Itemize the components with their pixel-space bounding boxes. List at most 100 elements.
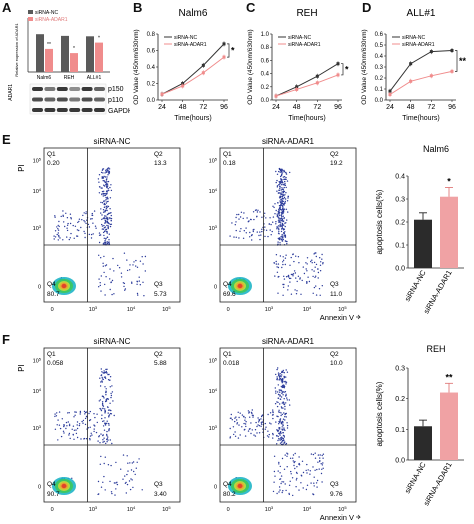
flow-dot <box>137 294 139 296</box>
flow-dot <box>280 482 282 485</box>
flow-dot <box>278 230 280 232</box>
flow-q1-value: 0.18 <box>223 160 236 167</box>
line-series <box>275 63 339 97</box>
flow-dot <box>276 434 278 437</box>
flow-dot <box>70 218 72 220</box>
flow-dot <box>243 230 245 232</box>
flow-dot <box>105 199 107 201</box>
flow-dot <box>57 229 60 231</box>
flow-dot <box>103 397 105 399</box>
flow-dot <box>93 413 95 415</box>
flow-dot <box>130 478 132 480</box>
flow-xtick-label: 0 <box>227 307 230 313</box>
flow-dot <box>285 383 287 385</box>
flow-q2-label: Q2 <box>154 351 163 358</box>
flow-dot <box>129 264 131 266</box>
flow-dot <box>234 431 236 433</box>
flow-dot <box>306 257 309 259</box>
flow-dot <box>278 181 280 183</box>
flow-title: siRNA-NC <box>94 137 131 146</box>
flow-dot <box>132 486 134 489</box>
flow-dot <box>315 482 318 484</box>
flow-dot <box>101 417 103 420</box>
flow-dot <box>131 479 133 481</box>
flow-dot <box>319 264 322 266</box>
flow-dot <box>78 229 80 232</box>
flow-dot <box>53 235 55 237</box>
flow-dot <box>281 218 283 221</box>
bar-chart-reh: REH apoptosis cells(%) 0.0 0.1 0.2 0.3 siRNA-N… <box>375 344 464 507</box>
flow-dot <box>106 224 108 227</box>
flow-dot <box>256 432 258 434</box>
flow-dot <box>281 374 283 376</box>
flow-dot <box>84 232 86 235</box>
flow-dot <box>298 463 300 465</box>
flow-dot <box>272 216 275 218</box>
flow-dot <box>234 435 237 437</box>
flow-dot <box>322 263 324 265</box>
flow-dot <box>102 228 105 230</box>
flow-density-contour <box>61 483 67 489</box>
flow-dot <box>310 453 313 455</box>
flow-hotspot <box>228 277 252 295</box>
flow-dot <box>265 217 267 219</box>
flow-ytick-label: 105 <box>209 156 218 164</box>
flow-dot <box>85 222 87 225</box>
flow-dot <box>68 434 70 436</box>
panel-a-svg: Relative expression of ADAR1 siRNA-NC si… <box>8 10 133 115</box>
line-sig-bracket <box>227 43 230 58</box>
line-point <box>315 74 319 78</box>
flow-dot <box>280 204 282 206</box>
flow-dot <box>84 423 87 426</box>
blot-band <box>81 108 93 112</box>
flow-dot <box>280 376 282 378</box>
flow-dot <box>293 270 296 272</box>
flow-dot <box>261 216 263 218</box>
flow-dot <box>105 196 107 199</box>
flow-dot <box>244 419 246 421</box>
flow-dot <box>109 409 111 411</box>
flow-dot <box>108 424 110 426</box>
flow-dot <box>280 432 282 434</box>
flow-dot <box>282 204 285 206</box>
line-point <box>295 87 299 91</box>
flow-dot <box>229 417 232 419</box>
line-ytick-label: 0.2 <box>375 76 384 82</box>
flow-dot <box>245 227 247 229</box>
flow-dot <box>131 281 133 283</box>
flow-dot <box>73 416 75 418</box>
flow-plot-e-nc: siRNA-NC Q1 0.20 Q2 13.3 Q3 5.73 Q4 80.7 105 104 10… <box>18 137 181 313</box>
flow-ytick-label: 104 <box>209 387 218 395</box>
flow-dot <box>124 475 126 477</box>
flow-dot <box>284 419 286 421</box>
flow-dot <box>285 178 287 181</box>
flow-dot <box>287 285 289 287</box>
flow-dot <box>243 212 245 214</box>
flow-dot <box>299 278 301 280</box>
flow-dot <box>105 370 108 373</box>
flow-dot <box>280 396 283 398</box>
flow-ytick-label: 103 <box>33 424 42 432</box>
flow-dot <box>281 173 283 175</box>
flow-dot <box>306 463 308 466</box>
flow-dot <box>98 234 101 236</box>
flow-dot <box>78 220 80 223</box>
flow-dot <box>103 184 105 186</box>
line-xtick-label: 24 <box>158 104 166 111</box>
flow-dot <box>123 285 125 288</box>
flow-dot <box>112 257 114 260</box>
flow-dot <box>101 401 104 403</box>
flow-dot <box>293 461 295 464</box>
flow-dot <box>71 477 73 479</box>
blot-label-p150: p150 <box>108 86 124 93</box>
flow-dot <box>75 411 77 413</box>
flow-dot <box>279 391 281 393</box>
flow-ytick-label: 105 <box>209 356 218 364</box>
flow-xtick-label: 104 <box>303 305 312 313</box>
flow-dot <box>294 272 297 274</box>
flow-dot <box>103 217 105 219</box>
flow-dot <box>56 412 58 414</box>
flow-dot <box>105 208 108 210</box>
flow-dot <box>279 394 281 396</box>
flow-dot <box>281 202 284 205</box>
